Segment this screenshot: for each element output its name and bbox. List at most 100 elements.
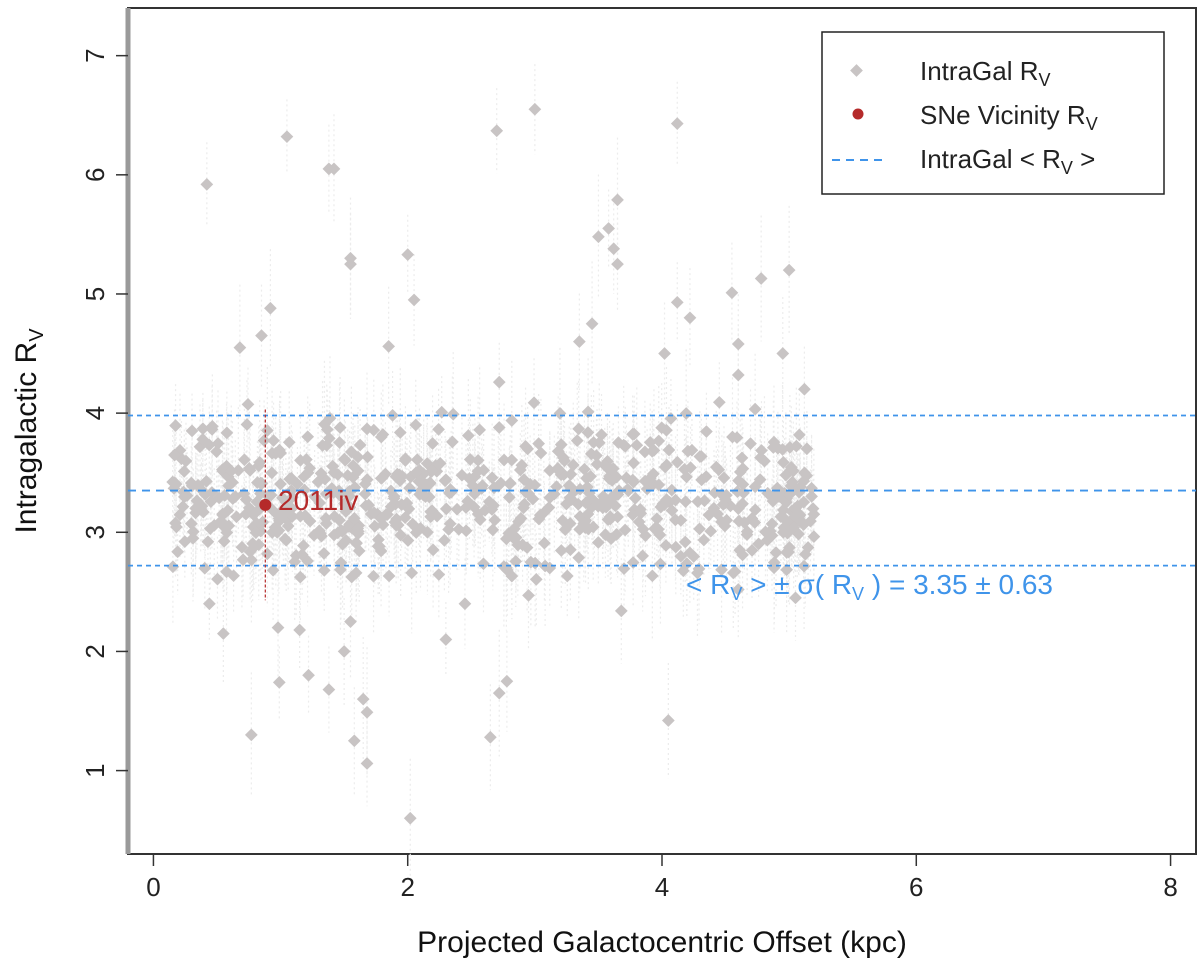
y-tick-label-5: 5 [80, 287, 110, 301]
intragal-point [279, 495, 293, 509]
mean-annot-sub2: V [852, 584, 864, 604]
legend-box [821, 31, 1165, 195]
intragal-point [238, 453, 251, 467]
intragal-point [196, 432, 210, 446]
intragal-point [241, 398, 255, 411]
intragal-point [417, 476, 430, 490]
y-tick-label-4: 4 [80, 406, 110, 420]
intragal-point [533, 508, 547, 522]
mean-sigma-annotation: < RV > ± σ( RV ) = 3.35 ± 0.63 [686, 569, 1053, 604]
intragal-point [314, 466, 328, 480]
y-tick-label-1: 1 [80, 763, 110, 777]
intragal-point [298, 509, 312, 522]
intragal-point [274, 477, 287, 491]
intragal-point [274, 446, 288, 460]
intragal-point [361, 450, 374, 464]
intragal-point [492, 375, 506, 389]
intragal-point [255, 329, 268, 343]
legend-label-intragal-main: IntraGal R [920, 56, 1039, 86]
intragal-point [212, 491, 226, 505]
intragal-point [446, 435, 459, 449]
intragal-point [176, 500, 190, 514]
x-tick-label-2: 2 [400, 872, 414, 902]
intragal-point [168, 448, 181, 462]
y-tick-label-6: 6 [80, 168, 110, 182]
axis-ticks: 0 2 4 6 8 1 2 3 4 5 6 7 [80, 48, 1178, 902]
intragal-point [471, 454, 485, 467]
legend-label-mean-sub: V [1061, 158, 1073, 178]
intragal-point [581, 507, 595, 521]
legend-label-sne-sub: V [1086, 114, 1098, 134]
intragal-point [308, 490, 321, 504]
legend-label-intragal: IntraGal RV [920, 56, 1051, 90]
intragal-point [257, 434, 271, 447]
intragal-point [333, 421, 347, 434]
legend-label-sne: SNe Vicinity RV [920, 100, 1098, 134]
intragal-point [226, 492, 240, 505]
intragal-point [807, 507, 821, 521]
intragal-point [450, 502, 464, 516]
intragal-point [433, 457, 447, 470]
intragal-point [407, 293, 421, 307]
intragal-point [327, 162, 341, 176]
sne-layer [259, 409, 272, 601]
intragal-point [178, 490, 191, 504]
sne-point-2011iv [259, 498, 272, 511]
intragal-point [461, 429, 475, 442]
intragal-point [375, 471, 389, 485]
intragal-point [280, 130, 294, 144]
intragal-point [346, 459, 360, 472]
legend-label-sne-main: SNe Vicinity R [920, 100, 1086, 130]
intragal-point [222, 479, 235, 492]
intragal-point [264, 301, 277, 315]
intragal-point [253, 456, 267, 469]
intragal-point [438, 474, 452, 488]
intragal-point [300, 453, 313, 466]
intragal-point [399, 454, 412, 467]
intragal-point [322, 432, 336, 445]
intragal-point [389, 470, 403, 483]
mean-annot-prefix: < R [686, 569, 730, 600]
intragal-point [320, 423, 334, 436]
intragal-point [362, 498, 376, 512]
intragal-point [426, 437, 439, 450]
x-tick-label-8: 8 [1163, 872, 1177, 902]
intragal-point [298, 483, 311, 497]
legend-label-intragal-sub: V [1039, 70, 1051, 90]
intragal-point [384, 484, 398, 498]
intragal-point [301, 430, 315, 444]
x-tick-label-0: 0 [146, 872, 160, 902]
legend-label-mean-main: IntraGal < R [920, 144, 1061, 174]
y-tick-label-7: 7 [80, 48, 110, 62]
intragal-point [231, 463, 245, 477]
intragal-point [463, 453, 477, 466]
intragal-point [382, 340, 396, 353]
intragal-point [211, 437, 225, 450]
intragal-point [240, 418, 254, 431]
intragal-point [410, 453, 424, 467]
intragal-point [233, 341, 247, 354]
x-tick-label-4: 4 [655, 872, 669, 902]
intragal-point [282, 435, 296, 449]
legend-swatch-sne [852, 108, 864, 120]
intragal-point [367, 506, 381, 520]
intragal-point [224, 464, 238, 478]
intragal-point [432, 422, 445, 436]
intragal-point [360, 473, 374, 487]
x-tick-label-6: 6 [909, 872, 923, 902]
intragal-point [395, 498, 408, 512]
intragal-point [216, 463, 229, 476]
intragal-point [200, 177, 214, 191]
y-axis-title-sub: V [26, 328, 48, 342]
intragal-point [325, 481, 339, 495]
mean-lines [128, 414, 1196, 567]
y-axis-title: Intragalactic RV [10, 328, 48, 534]
intragal-point [455, 468, 469, 482]
intragal-point [376, 428, 390, 441]
intragal-point [444, 483, 457, 496]
intragal-point [346, 470, 360, 484]
mean-annot-sub1: V [730, 584, 742, 604]
intragal-point [344, 257, 357, 271]
legend: IntraGal RV SNe Vicinity RV IntraGal < R… [821, 31, 1165, 195]
